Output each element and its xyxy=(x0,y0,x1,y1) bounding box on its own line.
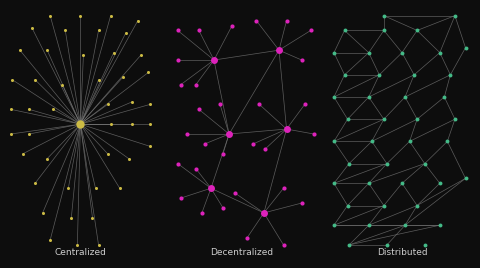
Text: Distributed: Distributed xyxy=(377,248,427,257)
Text: Decentralized: Decentralized xyxy=(210,248,273,257)
Text: Centralized: Centralized xyxy=(54,248,107,257)
